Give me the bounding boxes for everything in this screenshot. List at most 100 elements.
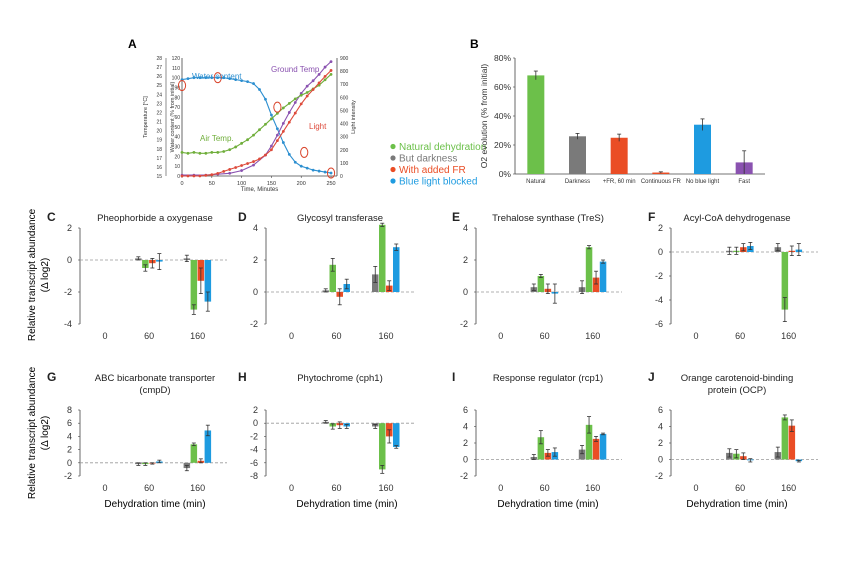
panel-title: Pheophorbide a oxygenase (97, 213, 213, 224)
y-tick-label: 6 (67, 418, 72, 428)
x-tick-label: 50 (209, 181, 215, 187)
x-tick-label: No blue light (686, 179, 720, 185)
water-tick-label: 120 (172, 56, 181, 62)
series-point (240, 79, 244, 83)
bar (599, 261, 607, 292)
panel-g-bar-chart: G ABC bicarbonate transporter(cmpD) -2 0 2 4 6… (47, 370, 227, 493)
series-point (299, 102, 303, 106)
series-point (204, 151, 208, 155)
x-axis-label-i: Dehydration time (min) (497, 499, 598, 510)
panel-letter: I (452, 370, 455, 384)
x-axis-label-h: Dehydration time (min) (296, 499, 397, 510)
series-point (246, 162, 249, 165)
series-point (234, 166, 238, 169)
y-tick-label: -2 (64, 287, 72, 297)
x-tick-label: 0 (693, 331, 698, 341)
panel-d-bar-chart: D Glycosyl transferase -2 0 2 4 0 60 160 (238, 210, 416, 341)
annotation-water: Water content (192, 72, 242, 81)
series-point (299, 164, 303, 168)
panel-letter: G (47, 370, 56, 384)
panel-a-letter: A (128, 37, 137, 51)
series-point (228, 171, 232, 175)
ylabel-line1: Relative transcript abundance (27, 208, 38, 341)
bar (379, 224, 386, 292)
y-tick-label: -6 (655, 319, 663, 329)
series-point (264, 97, 267, 101)
bar (527, 75, 545, 174)
legend-marker (390, 166, 396, 173)
bar (585, 247, 593, 292)
series-point (228, 168, 232, 171)
series-point (293, 111, 297, 115)
legend-label: Blue light blocked (399, 177, 477, 188)
x-tick-label: 0 (180, 181, 183, 187)
y-tick-label: 0% (499, 169, 512, 179)
temp-tick-label: 24 (156, 92, 162, 98)
water-axis-label: Water content (% from initial) (170, 81, 176, 152)
y-tick-label: 40% (494, 111, 511, 121)
series-point (293, 101, 297, 104)
y-tick-label: -4 (64, 319, 72, 329)
panel-title: Glycosyl transferase (297, 213, 383, 224)
panel-letter: E (452, 210, 460, 224)
x-tick-label: 160 (781, 483, 796, 493)
legend-marker (390, 178, 396, 184)
series-point (210, 76, 214, 80)
series-point (240, 141, 244, 145)
series-point (186, 77, 190, 81)
y-tick-label: -2 (655, 471, 663, 481)
series-point (287, 120, 291, 124)
series-point (317, 72, 321, 76)
annotation-ground: Ground Temp (271, 65, 320, 74)
water-tick-label: 0 (177, 174, 180, 180)
bar (537, 437, 545, 460)
y-tick-label: 8 (67, 405, 72, 415)
bar (781, 252, 789, 310)
bar (142, 260, 149, 268)
temp-tick-label: 21 (156, 120, 162, 126)
x-tick-label: Fast (738, 179, 750, 185)
y-tick-label: 60% (494, 82, 511, 92)
panel-letter: H (238, 370, 247, 384)
y-tick-label: 0 (253, 418, 258, 428)
bar (204, 430, 212, 463)
y-tick-label: -2 (460, 319, 468, 329)
y-tick-label: 2 (463, 438, 468, 448)
series-point (329, 69, 333, 72)
temp-tick-label: 19 (156, 138, 162, 144)
x-tick-label: 0 (498, 483, 503, 493)
water-tick-label: 10 (174, 164, 180, 170)
series-point (299, 93, 303, 97)
series-point (186, 174, 190, 178)
series-point (210, 173, 214, 177)
water-tick-label: 80 (174, 95, 180, 101)
series-point (216, 151, 220, 154)
y-tick-label: 0 (463, 287, 468, 297)
series-point (240, 164, 244, 167)
series-point (192, 151, 196, 154)
x-tick-label: 60 (735, 331, 745, 341)
y-tick-label: -2 (250, 319, 258, 329)
y-tick-label: 4 (658, 422, 663, 432)
series-point (204, 76, 208, 80)
series-point (216, 76, 220, 80)
x-tick-label: Darkness (565, 179, 590, 185)
series-point (281, 130, 285, 133)
water-tick-label: 40 (174, 135, 180, 141)
series-point (270, 148, 273, 152)
series-point (323, 170, 327, 174)
y-tick-label: 4 (253, 223, 258, 233)
water-tick-label: 100 (172, 76, 181, 82)
series-point (222, 170, 226, 173)
x-tick-label: 0 (289, 483, 294, 493)
series-point (228, 148, 232, 152)
temp-tick-label: 28 (156, 56, 162, 62)
series-point (186, 151, 190, 155)
water-tick-label: 110 (172, 66, 180, 72)
series-point (180, 174, 184, 178)
x-tick-label: 0 (498, 331, 503, 341)
panel-c-bar-chart: C Pheophorbide a oxygenase -4 -2 0 2 0 60 160 (47, 210, 227, 341)
